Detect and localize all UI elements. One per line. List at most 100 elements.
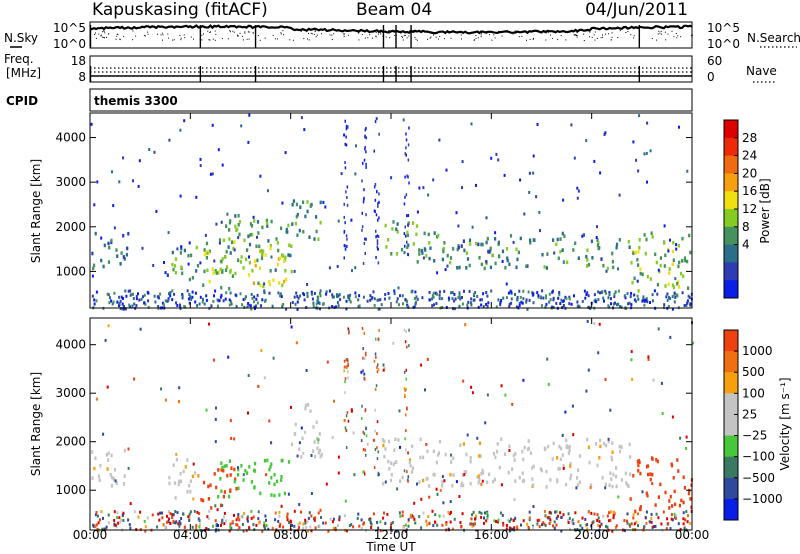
power-cell — [486, 294, 489, 298]
velocity-cell — [654, 524, 657, 528]
power-cell — [344, 247, 347, 251]
velocity-cell — [555, 523, 558, 527]
power-cell — [515, 247, 518, 252]
power-cell — [637, 249, 640, 254]
velocity-cell — [198, 519, 201, 523]
velocity-colorbar-tick-label: −1000 — [742, 492, 783, 506]
velocity-cell — [494, 455, 497, 459]
velocity-cell — [298, 503, 301, 506]
noise-search-dot — [602, 36, 604, 38]
power-cell — [319, 307, 321, 311]
velocity-cell — [679, 436, 682, 440]
power-cell — [689, 302, 692, 306]
velocity-cell — [347, 370, 349, 374]
power-cell — [422, 186, 425, 190]
power-cell — [449, 260, 452, 265]
velocity-cell — [302, 451, 305, 455]
power-cell — [108, 245, 111, 250]
noise-search-dot — [215, 33, 217, 35]
power-cell — [221, 163, 224, 167]
velocity-cell — [521, 471, 524, 476]
noise-search-dot — [524, 31, 526, 33]
power-cell — [296, 233, 299, 237]
radar-title: Kapuskasing (fitACF) — [92, 0, 268, 20]
velocity-cell — [360, 370, 363, 374]
power-cell — [390, 176, 393, 180]
noise-search-dot — [553, 30, 555, 32]
noise-search-dot — [600, 37, 602, 39]
velocity-cell — [205, 408, 208, 412]
velocity-cell — [374, 408, 376, 412]
velocity-cell — [235, 523, 238, 527]
power-cell — [495, 152, 498, 156]
velocity-cell — [325, 482, 328, 486]
velocity-cell — [602, 514, 605, 518]
power-cell — [643, 233, 646, 237]
velocity-cell — [242, 529, 245, 533]
velocity-cell — [324, 521, 327, 525]
velocity-cell — [192, 462, 195, 466]
power-cell — [292, 199, 295, 203]
velocity-cell — [298, 526, 300, 529]
power-cell — [465, 266, 468, 270]
velocity-cell — [405, 330, 407, 333]
power-cell — [423, 231, 426, 236]
velocity-cell — [95, 511, 98, 514]
velocity-cell — [414, 521, 417, 525]
power-cell — [322, 200, 325, 204]
power-cbar-label: Power [dB] — [758, 178, 772, 243]
power-cell — [391, 227, 394, 231]
power-cell — [528, 298, 531, 302]
power-colorbar-segment — [724, 226, 738, 246]
power-cell — [319, 289, 322, 293]
velocity-cell — [650, 512, 653, 516]
power-cell — [677, 264, 680, 269]
power-cell — [542, 296, 545, 300]
power-cell — [435, 302, 438, 305]
velocity-cell — [189, 479, 192, 483]
power-cell — [612, 302, 615, 306]
power-cell — [362, 295, 365, 299]
power-cell — [120, 251, 123, 255]
velocity-cell — [370, 526, 373, 529]
noise-search-dot — [190, 36, 192, 38]
power-cell — [679, 271, 683, 276]
power-cell — [404, 244, 406, 248]
velocity-cell — [175, 520, 178, 524]
power-cell — [402, 302, 404, 306]
velocity-cell — [307, 403, 310, 407]
power-cell — [222, 299, 225, 303]
power-cell — [633, 298, 636, 302]
velocity-cell — [290, 520, 293, 524]
power-cell — [248, 113, 251, 117]
velocity-cell — [122, 482, 126, 486]
power-cell — [627, 302, 630, 306]
velocity-cell — [493, 519, 496, 523]
noise-search-dot — [115, 38, 117, 40]
velocity-cell — [177, 482, 180, 487]
velocity-cell — [689, 497, 692, 501]
velocity-cell — [685, 446, 688, 450]
power-cell — [645, 297, 648, 301]
velocity-cell — [669, 494, 672, 499]
velocity-cell — [633, 522, 636, 526]
velocity-cell — [343, 514, 346, 518]
noise-search-dot — [575, 34, 577, 35]
velocity-cell — [364, 357, 366, 361]
power-cell — [666, 298, 669, 302]
power-cell — [461, 160, 464, 164]
velocity-cell — [536, 519, 539, 523]
power-cell — [345, 127, 348, 131]
velocity-cell — [571, 404, 574, 408]
velocity-cell — [451, 483, 454, 488]
noise-search-dot — [123, 35, 125, 37]
noise-search-dot — [444, 38, 446, 40]
power-colorbar-segment — [724, 209, 738, 228]
noise-search-dot — [427, 38, 429, 40]
velocity-cell — [402, 525, 405, 529]
power-cell — [671, 307, 674, 311]
power-cell — [221, 269, 224, 273]
velocity-cell — [609, 408, 612, 412]
power-cell — [313, 292, 316, 295]
power-cell — [377, 261, 380, 265]
